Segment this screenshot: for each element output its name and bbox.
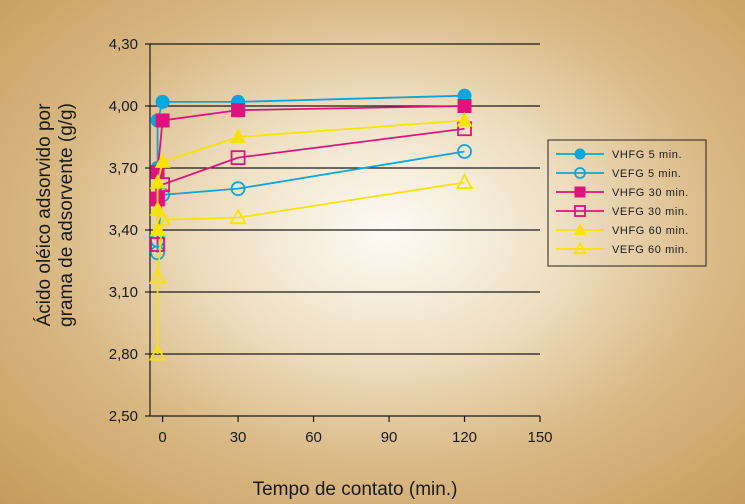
legend-marker — [574, 205, 586, 217]
x-tick-label: 150 — [527, 429, 552, 446]
y-tick-label: 3,70 — [109, 160, 138, 177]
legend-item: VEFG 30 min. — [556, 205, 688, 218]
data-point — [149, 200, 166, 216]
data-point — [457, 144, 472, 159]
data-point — [457, 99, 472, 113]
legend-marker — [572, 241, 588, 255]
data-point — [149, 173, 166, 189]
y-tick-label: 2,80 — [109, 346, 138, 363]
legend-label: VHFG 5 min. — [612, 149, 682, 161]
gridlines — [150, 43, 540, 355]
y-axis-title: Ácido oléico adsorvido por grama de adso… — [34, 103, 77, 327]
series-line — [156, 105, 465, 199]
data-point — [231, 103, 246, 118]
legend-item: VHFG 5 min. — [556, 148, 682, 161]
y-axis-title-line-2: grama de adsorvente (g/g) — [56, 103, 77, 327]
data-point — [230, 181, 246, 197]
series-vefg-60-min — [148, 173, 474, 361]
x-tick-label: 120 — [452, 429, 477, 446]
legend-item: VEFG 5 min. — [556, 167, 682, 180]
x-axis-title: Tempo de contato (min.) — [253, 479, 458, 500]
series-vefg-30-min — [150, 121, 472, 252]
y-tick-label: 2,50 — [109, 408, 138, 425]
legend-marker — [573, 223, 587, 235]
legend-label: VEFG 30 min. — [612, 206, 688, 218]
series-line — [156, 150, 465, 253]
legend-marker — [574, 186, 586, 198]
legend-label: VEFG 60 min. — [612, 244, 688, 256]
legend-item: VEFG 60 min. — [556, 241, 688, 256]
legend-item: VHFG 30 min. — [556, 186, 689, 199]
data-point — [150, 237, 165, 252]
legend: VHFG 5 min. VEFG 5 min. VHFG 30 min. VEFG 3… — [547, 139, 707, 267]
y-tick-label: 4,00 — [109, 98, 138, 115]
series-vefg-5-min — [150, 144, 472, 261]
x-tick-label: 90 — [381, 429, 398, 446]
data-point — [456, 111, 473, 127]
data-point — [230, 128, 247, 144]
legend-item: VHFG 60 min. — [556, 223, 689, 237]
y-tick-label: 3,40 — [109, 222, 138, 239]
data-point — [153, 210, 172, 227]
data-point — [455, 173, 474, 189]
series-line — [156, 127, 465, 245]
legend-box — [547, 139, 707, 267]
legend-marker — [574, 167, 586, 179]
x-tick-label: 0 — [158, 429, 166, 446]
data-point — [155, 94, 170, 109]
series-line — [156, 181, 465, 354]
data-point — [148, 268, 167, 285]
legend-label: VHFG 60 min. — [612, 225, 689, 237]
data-point — [229, 208, 247, 225]
data-point — [155, 113, 170, 128]
legend-label: VHFG 30 min. — [612, 187, 689, 199]
data-point — [148, 344, 167, 361]
legend-label: VEFG 5 min. — [612, 168, 682, 180]
data-point — [230, 150, 246, 166]
series-group — [148, 88, 474, 361]
series-line — [156, 119, 465, 230]
series-vhfg-60-min — [149, 111, 473, 237]
y-tick-label: 3,10 — [109, 284, 138, 301]
axes: 2,50 2,80 3,10 3,40 3,70 4,00 4,30 0 30 60 90 120 15… — [109, 36, 553, 446]
x-tick-label: 30 — [230, 429, 247, 446]
x-tick-label: 60 — [305, 429, 322, 446]
y-tick-label: 4,30 — [109, 36, 138, 53]
legend-marker — [574, 148, 586, 160]
data-point — [154, 153, 171, 168]
y-axis-title-line-1: Ácido oléico adsorvido por — [34, 103, 55, 327]
